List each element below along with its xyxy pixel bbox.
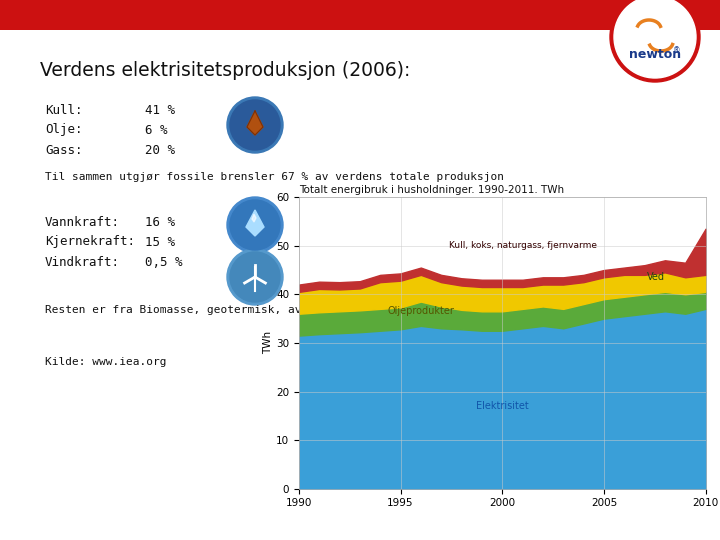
Text: Vindkraft:: Vindkraft:	[45, 255, 120, 268]
Text: ®: ®	[673, 46, 680, 56]
Text: Kull, koks, naturgass, fjernvarme: Kull, koks, naturgass, fjernvarme	[449, 241, 597, 250]
Text: 0,5 %: 0,5 %	[145, 255, 182, 268]
Text: Gass:: Gass:	[45, 144, 83, 157]
Text: 20 %: 20 %	[145, 144, 175, 157]
Polygon shape	[252, 214, 256, 222]
Circle shape	[227, 249, 283, 305]
Circle shape	[227, 197, 283, 253]
Text: Ved: Ved	[647, 272, 665, 282]
Polygon shape	[246, 210, 264, 236]
Text: Kull:: Kull:	[45, 104, 83, 117]
Text: Totalt energibruk i husholdninger. 1990-2011. TWh: Totalt energibruk i husholdninger. 1990-…	[299, 185, 564, 195]
Circle shape	[227, 97, 283, 153]
Text: Kilde: www.iea.org: Kilde: www.iea.org	[45, 357, 166, 367]
Text: 6 %: 6 %	[145, 124, 168, 137]
Text: Verdens elektrisitetsproduksjon (2006):: Verdens elektrisitetsproduksjon (2006):	[40, 60, 410, 79]
Text: newton: newton	[629, 49, 681, 62]
Text: Resten er fra Biomasse, geotermisk, avfall...: Resten er fra Biomasse, geotermisk, avfa…	[45, 305, 348, 315]
Text: Olje:: Olje:	[45, 124, 83, 137]
Circle shape	[230, 252, 280, 302]
Circle shape	[230, 200, 280, 250]
Text: Oljeprodukter: Oljeprodukter	[387, 306, 454, 316]
Text: Til sammen utgjør fossile brensler 67 % av verdens totale produksjon: Til sammen utgjør fossile brensler 67 % …	[45, 172, 504, 182]
Text: 41 %: 41 %	[145, 104, 175, 117]
Text: 16 %: 16 %	[145, 215, 175, 228]
Text: 15 %: 15 %	[145, 235, 175, 248]
Circle shape	[610, 0, 700, 82]
Y-axis label: TWh: TWh	[264, 332, 273, 354]
Polygon shape	[247, 111, 263, 135]
Text: Kjernekraft:: Kjernekraft:	[45, 235, 135, 248]
Bar	[0, 0, 720, 30]
Text: Elektrisitet: Elektrisitet	[476, 401, 528, 411]
Circle shape	[614, 0, 696, 78]
Text: Vannkraft:: Vannkraft:	[45, 215, 120, 228]
Circle shape	[230, 100, 280, 150]
